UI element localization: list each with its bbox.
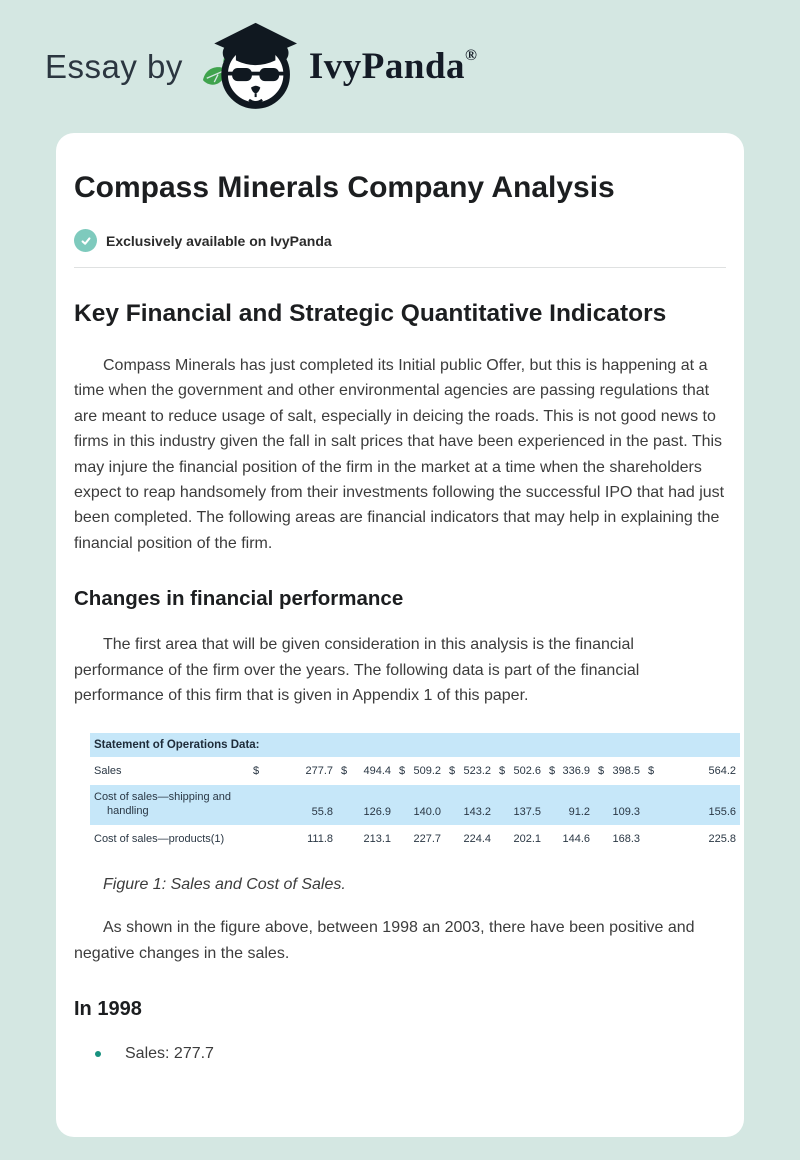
cell-value: 502.6 [513,765,541,778]
cell-value: 168.3 [612,833,640,846]
list-item: Sales: 277.7 [95,1045,726,1063]
exclusive-badge: Exclusively available on IvyPanda [74,229,726,252]
essay-card: Compass Minerals Company Analysis Exclus… [56,133,744,1137]
cell-value: 91.2 [568,806,590,819]
table-row-shipping-handling: Cost of sales—shipping and handling 55.8… [90,785,740,826]
dollar-sign: $ [598,765,605,778]
dollar-sign: $ [399,765,406,778]
cell-value: 140.0 [413,806,441,819]
cell-value: 155.6 [708,806,736,819]
cell-value: 137.5 [513,806,541,819]
cell-value: 126.9 [363,806,391,819]
cell-value: 55.8 [311,806,333,819]
section-heading-in-1998: In 1998 [74,998,142,1021]
paragraph-first-area: The first area that will be given consid… [74,636,640,705]
table-title: Statement of Operations Data: [90,733,740,758]
cell-value: 225.8 [708,833,736,846]
row-label: Sales [94,765,122,778]
section-heading-indicators: Key Financial and Strategic Quantitative… [74,300,667,327]
ivypanda-logo[interactable] [197,20,303,114]
cell-value: 143.2 [463,806,491,819]
cell-value: 227.7 [413,833,441,846]
figure-caption: Figure 1: Sales and Cost of Sales. [103,876,346,894]
cell-value: 564.2 [708,765,736,778]
cell-value: 202.1 [513,833,541,846]
cell-value: 523.2 [463,765,491,778]
dollar-sign: $ [253,765,260,778]
cell-value: 398.5 [612,765,640,778]
page-title: Compass Minerals Company Analysis [74,171,615,204]
essay-by-label: Essay by [45,47,183,85]
statement-of-operations-table: Statement of Operations Data: Sales $277… [90,733,740,854]
row-label: Cost of sales—shipping and [94,791,231,804]
cell-value: 109.3 [612,806,640,819]
cell-value: 336.9 [562,765,590,778]
dollar-sign: $ [499,765,506,778]
divider [74,267,726,268]
bullet-dot-icon [95,1051,101,1058]
site-header: Essay by IvyPanda® [0,0,800,133]
paragraph-ipo-context: Compass Minerals has just completed its … [74,357,725,552]
bullet-text: Sales: 277.7 [125,1045,214,1063]
cell-value: 144.6 [562,833,590,846]
exclusive-badge-label: Exclusively available on IvyPanda [106,232,332,249]
dollar-sign: $ [549,765,556,778]
paragraph-as-shown: As shown in the figure above, between 19… [74,919,695,962]
dollar-sign: $ [449,765,456,778]
cell-value: 111.8 [307,833,333,846]
section-heading-financial-performance: Changes in financial performance [74,587,404,611]
cell-value: 494.4 [363,765,391,778]
row-label: Cost of sales—products(1) [94,833,225,846]
check-icon [74,229,97,252]
brand-name[interactable]: IvyPanda® [308,46,478,87]
cell-value: 213.1 [363,833,391,846]
table-row-sales: Sales $277.7 $494.4 $509.2 $523.2 $502.6… [90,757,740,786]
dollar-sign: $ [341,765,348,778]
cell-value: 277.7 [305,765,333,778]
cell-value: 509.2 [413,765,441,778]
panda-logo-icon [202,22,297,109]
row-label-line2: handling [107,805,149,818]
cell-value: 224.4 [463,833,491,846]
dollar-sign: $ [648,765,655,778]
table-row-products: Cost of sales—products(1) 111.8 213.1 22… [90,825,740,854]
registered-mark: ® [465,47,478,64]
bullet-list: Sales: 277.7 [95,1045,726,1063]
